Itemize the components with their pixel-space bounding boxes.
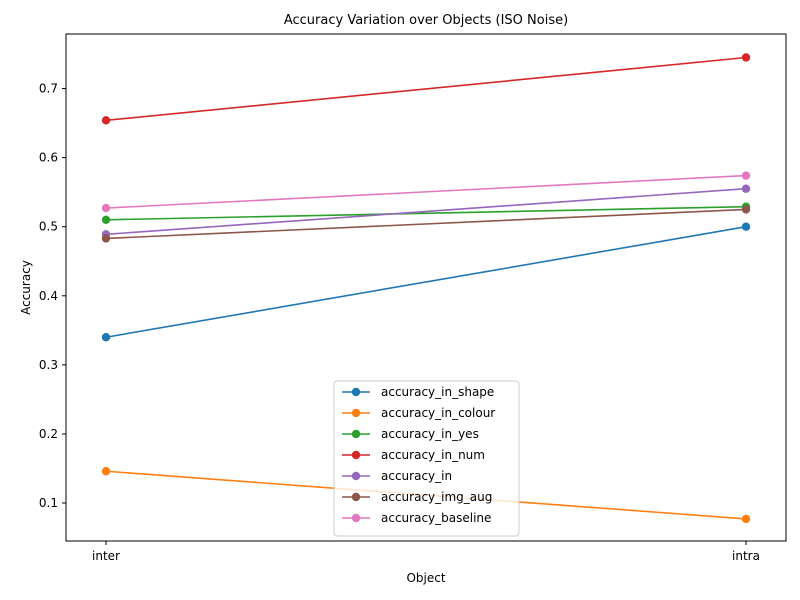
series-line [105, 205, 747, 221]
plot-border [65, 33, 787, 542]
y-tick-label: 0.4 [39, 289, 58, 303]
x-tick-label: intra [732, 549, 760, 563]
series-accuracy_in_num [101, 53, 751, 125]
legend-marker [351, 408, 361, 418]
series-accuracy_baseline [101, 171, 751, 213]
data-point [741, 205, 751, 214]
data-point [741, 222, 751, 231]
series-line [105, 225, 747, 339]
legend-marker [351, 492, 361, 502]
legend-item: accuracy_img_aug [342, 490, 492, 504]
series-line [105, 56, 747, 122]
series-accuracy_img_aug [101, 205, 751, 243]
legend-item: accuracy_baseline [342, 511, 491, 525]
y-tick-label: 0.6 [39, 151, 58, 165]
data-point [101, 234, 111, 243]
y-tick-label: 0.1 [39, 496, 58, 510]
y-tick-label: 0.3 [39, 358, 58, 372]
legend-box [333, 380, 520, 537]
legend-label: accuracy_in_colour [381, 406, 495, 420]
legend-item: accuracy_in_shape [342, 385, 494, 399]
legend-marker [351, 471, 361, 481]
x-tick-label: inter [92, 549, 120, 563]
y-axis: 0.1 0.2 0.3 0.4 0.5 0.6 0.7 [39, 82, 66, 510]
x-axis-label: Object [406, 571, 445, 585]
data-point [101, 333, 111, 342]
series-accuracy_in_shape [101, 222, 751, 342]
legend-label: accuracy_in_num [381, 448, 485, 462]
legend: accuracy_in_shape accuracy_in_colouraccur… [333, 380, 520, 537]
data-point [101, 203, 111, 213]
legend-marker [351, 450, 361, 460]
chart-title: Accuracy Variation over Objects (ISO Noi… [284, 13, 568, 28]
legend-label: accuracy_img_aug [381, 490, 492, 504]
series-line [105, 208, 747, 240]
legend-marker [351, 429, 361, 439]
legend-marker [351, 387, 361, 397]
legend-label: accuracy_in_shape [381, 385, 494, 399]
x-axis: inter intra [92, 541, 760, 563]
legend-item: accuracy_in_num [342, 448, 485, 462]
data-point [101, 467, 111, 476]
y-tick-label: 0.2 [39, 427, 58, 441]
series-line [105, 187, 747, 236]
series-layer [101, 53, 751, 524]
data-point [741, 53, 751, 62]
plot-frame [65, 33, 787, 542]
legend-item: accuracy_in [342, 469, 452, 483]
y-tick-label: 0.5 [39, 220, 58, 234]
data-point [741, 514, 751, 524]
legend-marker [351, 513, 361, 523]
y-tick-label: 0.7 [39, 82, 58, 96]
legend-label: accuracy_in_yes [381, 427, 479, 441]
series-line [105, 174, 747, 209]
data-point [101, 116, 111, 125]
data-point [741, 171, 751, 180]
y-axis-label: Accuracy [19, 260, 33, 315]
legend-label: accuracy_in [381, 469, 452, 483]
legend-item: accuracy_in_colour [342, 406, 495, 420]
data-point [101, 215, 111, 225]
data-point [741, 184, 751, 193]
legend-label: accuracy_baseline [381, 511, 491, 525]
legend-item: accuracy_in_yes [342, 427, 479, 441]
